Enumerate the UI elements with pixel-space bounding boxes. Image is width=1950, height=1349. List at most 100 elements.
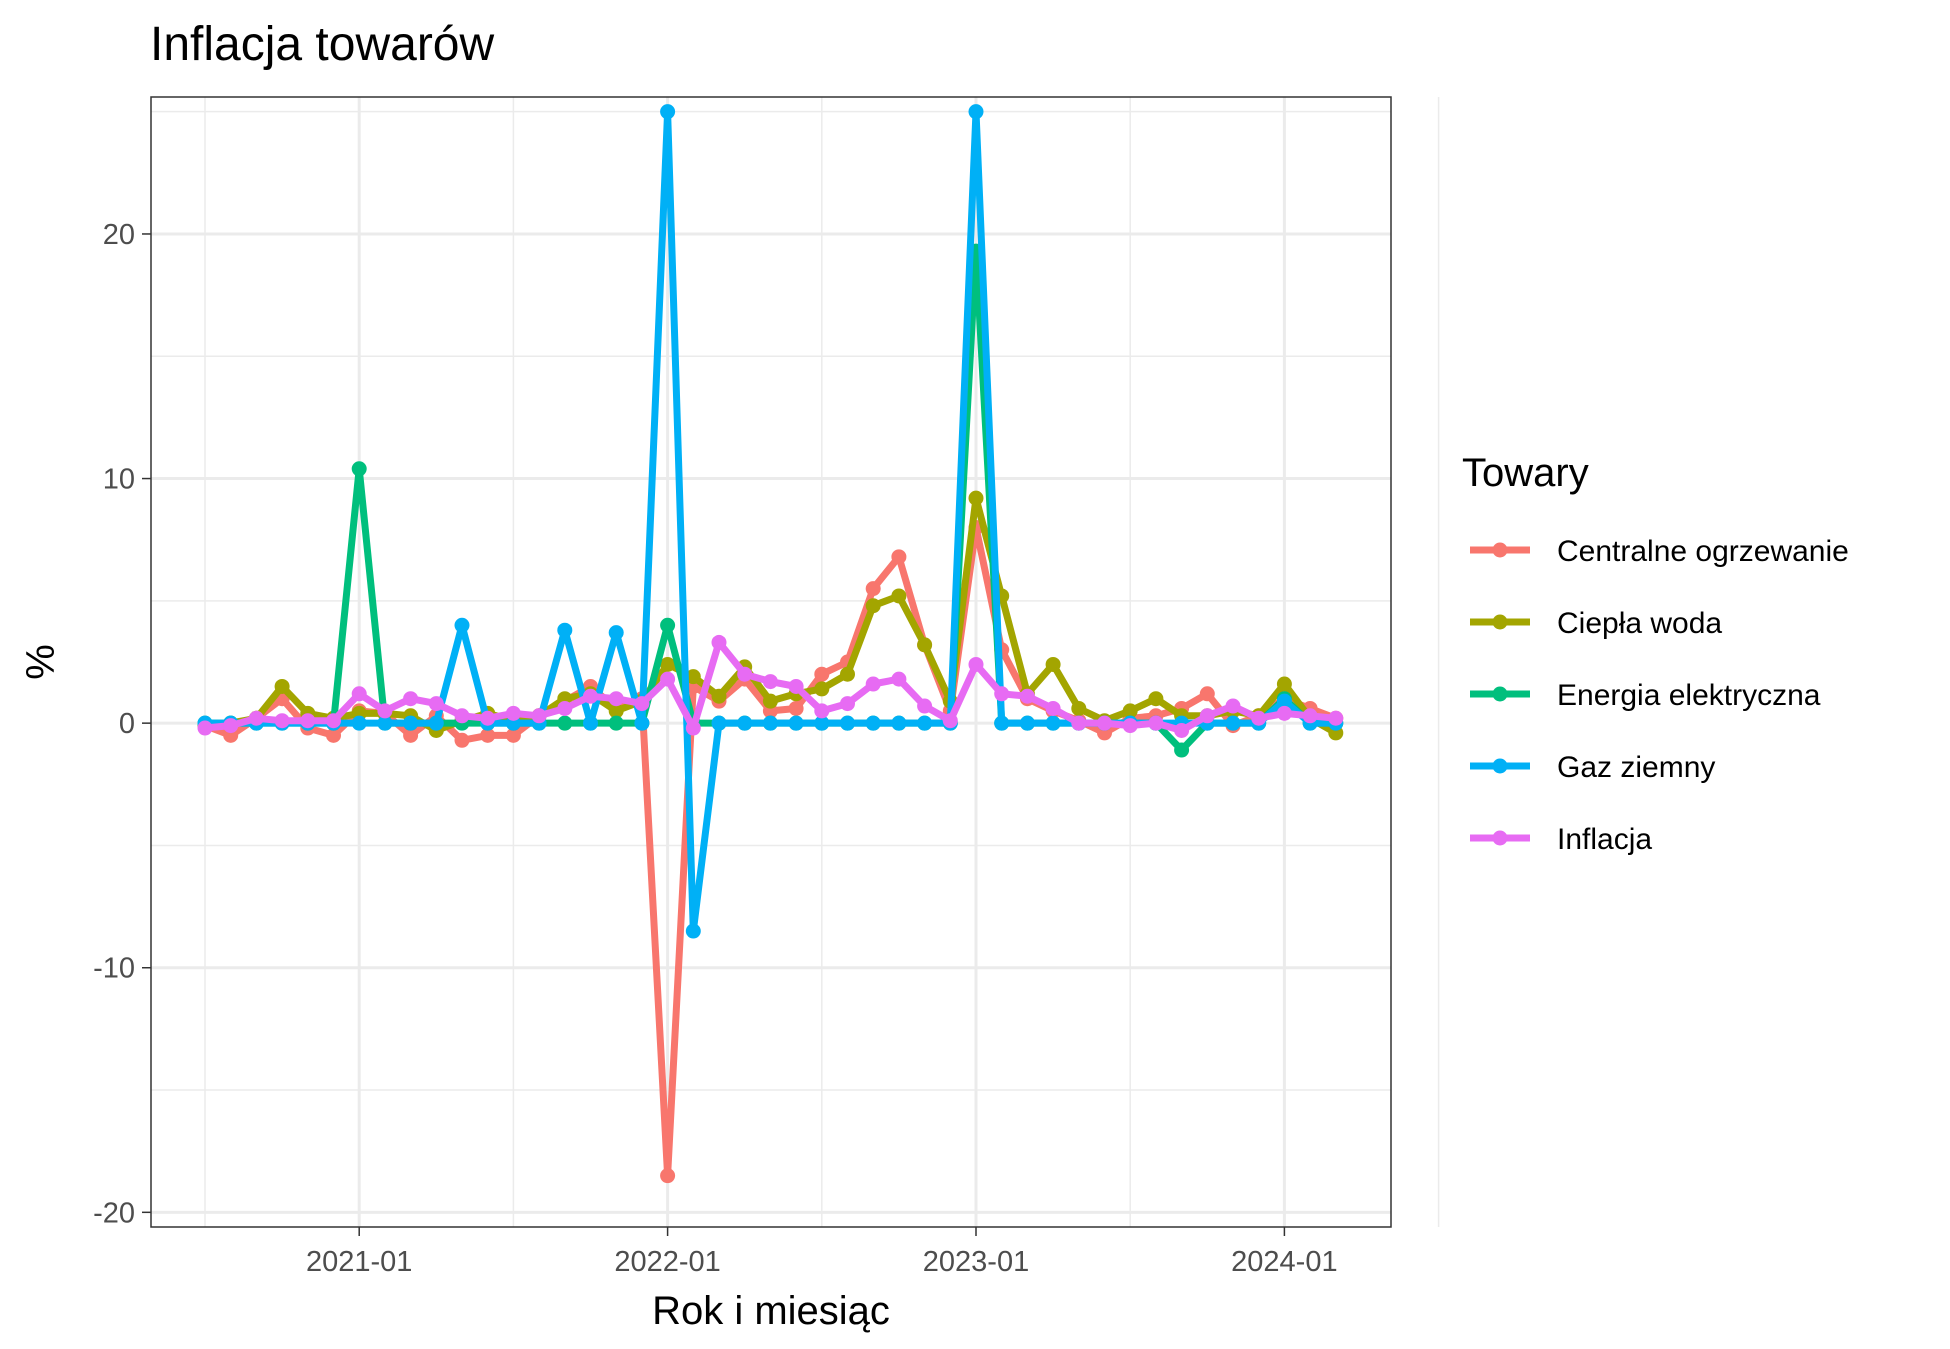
data-point — [737, 666, 753, 682]
data-point — [891, 671, 907, 687]
data-point — [377, 715, 393, 731]
data-point — [608, 691, 624, 707]
plot-panel — [151, 97, 1391, 1227]
legend-label: Inflacja — [1557, 823, 1652, 856]
y-tick-label: -10 — [93, 953, 135, 985]
data-point — [1225, 715, 1241, 731]
data-point — [428, 715, 444, 731]
x-axis-title: Rok i miesiąc — [652, 1289, 890, 1333]
y-axis-title: % — [19, 644, 63, 680]
series-inflacja — [197, 634, 1344, 738]
legend-item: Ciepła woda — [1470, 607, 1722, 640]
data-point — [968, 490, 984, 506]
data-point — [917, 715, 933, 731]
data-point — [1071, 715, 1087, 731]
data-point — [788, 715, 804, 731]
data-point — [788, 678, 804, 694]
data-point — [891, 715, 907, 731]
y-tick-label: -20 — [93, 1197, 135, 1229]
data-point — [1225, 698, 1241, 714]
x-tick-label: 2023-01 — [923, 1246, 1029, 1278]
data-point — [505, 705, 521, 721]
legend-key-point — [1492, 758, 1508, 774]
data-point — [1148, 691, 1164, 707]
legend-item: Inflacja — [1470, 823, 1652, 856]
data-point — [814, 715, 830, 731]
data-point — [583, 715, 598, 731]
data-point — [762, 674, 778, 690]
data-point — [505, 727, 521, 743]
legend-title: Towary — [1462, 451, 1589, 495]
legend-label: Ciepła woda — [1557, 607, 1722, 640]
data-point — [557, 622, 573, 638]
legend-item: Energia elektryczna — [1470, 679, 1821, 712]
data-point — [840, 715, 855, 731]
data-point — [1328, 710, 1344, 726]
data-point — [685, 669, 701, 685]
data-point — [1097, 715, 1112, 731]
data-point — [660, 617, 676, 633]
data-point — [660, 671, 676, 687]
data-point — [1122, 718, 1138, 734]
data-point — [377, 703, 393, 719]
data-point — [300, 713, 316, 729]
data-point — [1199, 686, 1215, 702]
data-point — [634, 715, 650, 731]
data-point — [351, 461, 367, 477]
data-point — [454, 708, 470, 724]
data-point — [660, 104, 676, 120]
plot-border — [150, 96, 1392, 1228]
data-point — [1276, 705, 1292, 721]
data-point — [634, 696, 650, 712]
data-point — [660, 1168, 676, 1184]
data-point — [1045, 656, 1061, 672]
data-point — [583, 688, 598, 704]
data-point — [1019, 688, 1035, 704]
legend-key-point — [1492, 614, 1508, 630]
y-axis: -20 -10 0 10 20 — [93, 219, 151, 1229]
data-point — [557, 715, 573, 731]
data-point — [737, 715, 753, 731]
data-point — [891, 549, 907, 565]
data-point — [1276, 676, 1292, 692]
data-point — [480, 727, 496, 743]
data-point — [1174, 742, 1190, 758]
data-point — [840, 666, 855, 682]
data-point — [814, 681, 830, 697]
y-tick-label: 10 — [103, 464, 135, 496]
data-point — [351, 686, 367, 702]
x-tick-label: 2024-01 — [1231, 1246, 1337, 1278]
data-point — [711, 688, 727, 704]
legend-key-point — [1492, 542, 1508, 558]
data-point — [403, 727, 419, 743]
data-point — [1251, 710, 1267, 726]
data-point — [403, 715, 419, 731]
data-point — [608, 625, 624, 641]
data-point — [1019, 715, 1035, 731]
data-point — [1045, 700, 1061, 716]
x-axis: 2021-01 2022-01 2023-01 2024-01 — [306, 1227, 1338, 1278]
data-point — [917, 637, 933, 653]
data-point — [351, 715, 367, 731]
data-point — [1199, 708, 1215, 724]
data-point — [891, 588, 907, 604]
data-point — [326, 727, 341, 743]
grid-minor — [151, 97, 1440, 1227]
data-point — [942, 713, 958, 729]
data-point — [711, 634, 727, 650]
legend-label: Gaz ziemny — [1557, 751, 1715, 784]
data-point — [994, 715, 1010, 731]
y-tick-label: 0 — [119, 708, 135, 740]
data-point — [865, 715, 881, 731]
data-point — [788, 700, 804, 716]
data-point — [968, 104, 984, 120]
data-point — [248, 710, 264, 726]
data-point — [608, 715, 624, 731]
data-point — [454, 732, 470, 748]
data-point — [1122, 703, 1138, 719]
data-point — [1174, 722, 1190, 738]
legend-label: Centralne ogrzewanie — [1557, 535, 1849, 568]
data-point — [557, 700, 573, 716]
data-point — [814, 703, 830, 719]
